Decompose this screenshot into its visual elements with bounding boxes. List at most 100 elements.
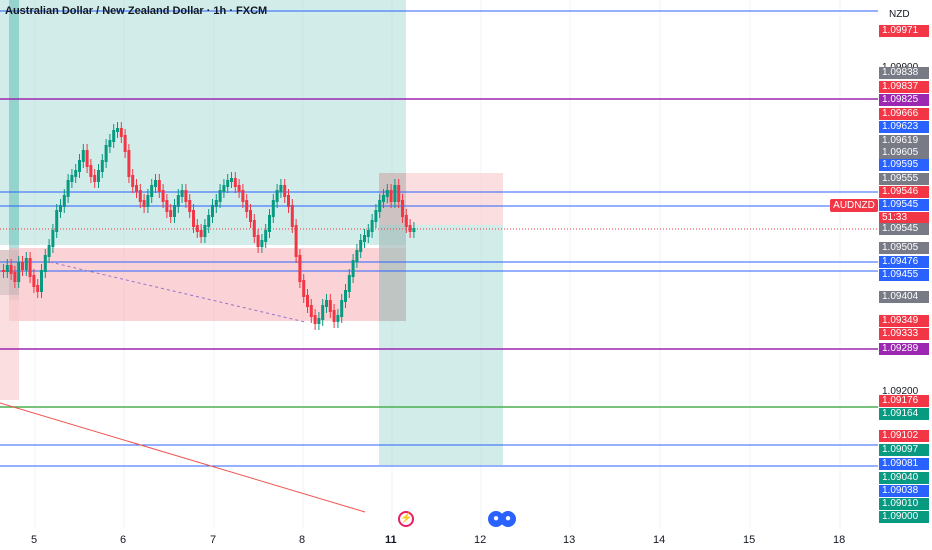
- candle-body: [150, 185, 154, 197]
- candle-body: [370, 220, 374, 232]
- candle-body: [313, 315, 317, 324]
- candle-body: [2, 270, 5, 272]
- candle-body: [260, 240, 264, 247]
- candle-body: [100, 160, 104, 172]
- candle-body: [184, 190, 188, 202]
- price-tag: 1.09619: [879, 135, 929, 147]
- price-tag: 1.09349: [879, 315, 929, 327]
- price-tag: 1.09040: [879, 472, 929, 484]
- candle-body: [279, 185, 283, 192]
- candle-body: [203, 225, 207, 237]
- candle-body: [207, 215, 211, 227]
- candle-body: [40, 270, 43, 292]
- candle-body: [36, 285, 40, 292]
- candle-body: [176, 195, 180, 207]
- price-tag: 1.09971: [879, 25, 929, 37]
- long-gray-band: [0, 250, 19, 295]
- candle-body: [306, 295, 309, 307]
- price-tag: 1.09545: [879, 199, 929, 211]
- candle-body: [325, 300, 328, 307]
- candle-body: [81, 150, 85, 162]
- candle-body: [47, 245, 51, 257]
- candle-body: [199, 230, 203, 237]
- candle-body: [309, 305, 313, 317]
- candle-body: [32, 275, 36, 287]
- x-axis-label: 11: [385, 534, 397, 546]
- x-axis-label: 6: [120, 534, 127, 546]
- candle-body: [287, 195, 290, 207]
- x-axis-label: 13: [563, 534, 576, 546]
- candle-body: [340, 300, 344, 317]
- candle-body: [97, 170, 100, 182]
- currency-label: NZD: [889, 9, 910, 20]
- candle-body: [108, 140, 112, 147]
- candle-body: [404, 215, 408, 227]
- candle-body: [363, 235, 366, 242]
- candle-body: [328, 300, 332, 312]
- candle-body: [93, 175, 97, 182]
- candle-body: [5, 265, 9, 272]
- price-tag: 1.09838: [879, 67, 929, 79]
- price-tag: 1.09010: [879, 498, 929, 510]
- candle-body: [298, 255, 302, 282]
- candle-body: [393, 185, 397, 202]
- candle-body: [347, 275, 351, 292]
- candle-body: [241, 190, 245, 202]
- symbol-tag: AUDNZD: [830, 199, 878, 212]
- candle-body: [211, 205, 214, 217]
- candle-body: [294, 225, 298, 257]
- flag-event-icon[interactable]: ●: [500, 511, 516, 527]
- candle-body: [161, 190, 165, 202]
- long-target-zone: [0, 0, 406, 245]
- price-tag: 1.09455: [879, 269, 929, 281]
- candle-body: [249, 210, 252, 222]
- price-tag: 1.09595: [879, 159, 929, 171]
- candle-body: [245, 200, 249, 212]
- candle-body: [55, 210, 59, 232]
- candle-body: [188, 200, 192, 212]
- price-tag: 1.09102: [879, 430, 929, 442]
- candle-body: [78, 160, 81, 172]
- candle-body: [252, 220, 256, 237]
- candle-body: [66, 180, 70, 197]
- price-tag: 1.09200: [882, 386, 919, 397]
- candle-body: [275, 190, 279, 202]
- candle-body: [127, 150, 131, 177]
- candle-body: [157, 180, 161, 192]
- candle-body: [344, 290, 347, 302]
- price-tag: 1.09081: [879, 458, 929, 470]
- price-tag: 1.09825: [879, 94, 929, 106]
- candle-body: [283, 185, 287, 197]
- candle-body: [397, 185, 401, 202]
- candle-body: [321, 305, 325, 320]
- x-axis-label: 7: [210, 534, 217, 546]
- candle-body: [169, 210, 173, 217]
- candle-body: [222, 185, 226, 192]
- price-tag: 1.09097: [879, 444, 929, 456]
- bar-countdown: 51:33: [879, 212, 929, 224]
- price-tag: 1.09623: [879, 121, 929, 133]
- x-axis-label: 8: [299, 534, 306, 546]
- candle-body: [256, 235, 260, 247]
- candle-body: [336, 315, 340, 322]
- price-tag: 1.09545: [879, 223, 929, 235]
- trend-line-red: [0, 402, 366, 513]
- short-target-zone: [379, 225, 503, 465]
- left-strip-green: [9, 0, 19, 300]
- candle-body: [195, 225, 199, 232]
- price-tag: 1.09546: [879, 186, 929, 198]
- left-stop-strip: [0, 250, 19, 400]
- candle-body: [104, 145, 108, 162]
- candle-body: [374, 210, 378, 222]
- price-tag: 1.09333: [879, 328, 929, 340]
- candle-body: [401, 200, 404, 217]
- candle-body: [135, 185, 138, 192]
- price-tag: 1.09505: [879, 242, 929, 254]
- candle-body: [165, 200, 169, 212]
- candle-body: [230, 178, 233, 182]
- candle-body: [21, 262, 24, 270]
- candle-body: [89, 165, 93, 177]
- economic-event-icon[interactable]: ⚡: [398, 511, 414, 527]
- price-tag: 1.09176: [879, 395, 929, 407]
